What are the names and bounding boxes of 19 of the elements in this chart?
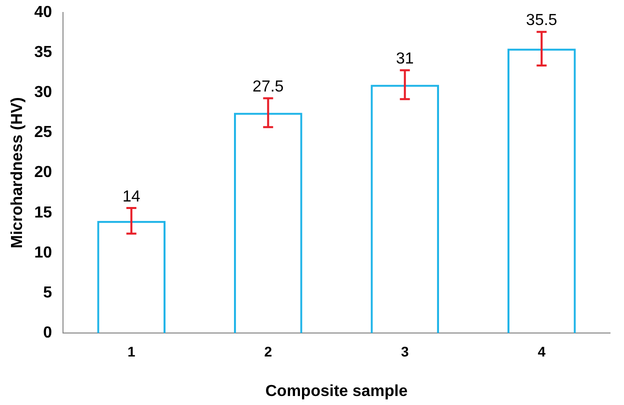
y-tick-label: 30	[34, 84, 52, 102]
y-tick-label: 40	[34, 4, 52, 22]
data-label: 27.5	[252, 78, 284, 96]
y-axis-title: Microhardness (HV)	[9, 97, 26, 248]
data-label: 14	[122, 188, 140, 206]
data-label: 35.5	[526, 12, 558, 30]
y-tick-label: 5	[43, 284, 52, 302]
x-tick-label: 4	[538, 343, 546, 360]
y-tick-label: 20	[34, 164, 52, 182]
y-tick-label: 25	[34, 124, 52, 142]
x-tick-label: 3	[400, 343, 409, 360]
x-tick-label: 2	[264, 343, 272, 360]
x-axis-title: Composite sample	[265, 382, 408, 400]
y-tick-label: 10	[34, 244, 52, 262]
data-label: 31	[396, 50, 414, 68]
x-tick-label: 1	[127, 343, 136, 360]
y-tick-label: 15	[34, 204, 52, 222]
y-tick-label: 0	[43, 324, 52, 342]
y-tick-label: 35	[34, 44, 52, 62]
